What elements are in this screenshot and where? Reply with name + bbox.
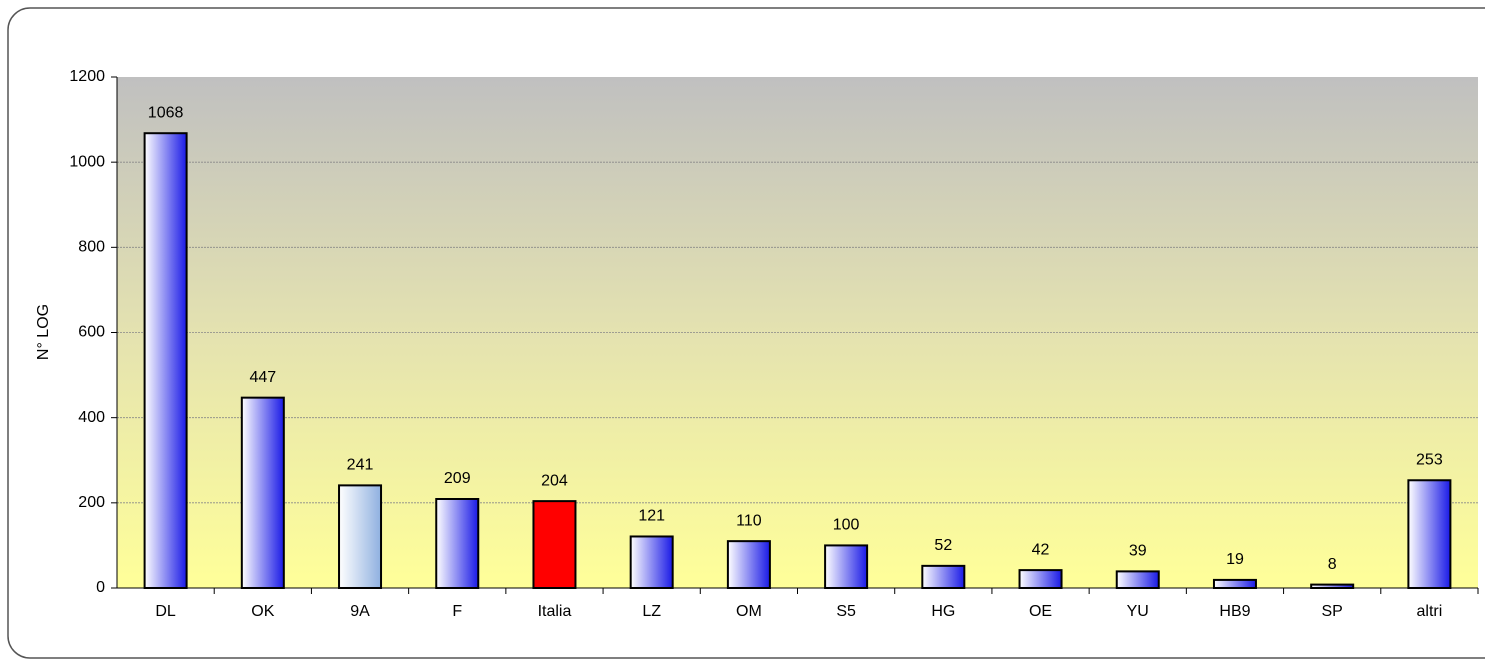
data-label: 447 xyxy=(249,369,276,386)
y-tick-label: 800 xyxy=(78,239,105,256)
data-label: 8 xyxy=(1328,556,1337,573)
y-tick-label: 1000 xyxy=(69,153,105,170)
x-tick-label: OK xyxy=(251,603,274,620)
bar xyxy=(1212,578,1257,590)
y-tick-label: 200 xyxy=(78,494,105,511)
bar xyxy=(1310,583,1355,589)
x-tick-label: Italia xyxy=(538,603,572,620)
bar xyxy=(824,544,869,590)
x-tick-label: HB9 xyxy=(1219,603,1250,620)
data-label: 121 xyxy=(638,508,665,525)
bar xyxy=(1407,479,1452,589)
bar xyxy=(240,396,285,589)
y-axis-label: N° LOG xyxy=(35,304,52,360)
x-tick-label: DL xyxy=(155,603,176,620)
bar xyxy=(726,540,771,589)
bar xyxy=(629,535,674,590)
data-label: 39 xyxy=(1129,543,1147,560)
x-tick-label: S5 xyxy=(836,603,856,620)
y-tick-label: 1200 xyxy=(69,68,105,85)
data-label: 204 xyxy=(541,472,568,489)
data-label: 42 xyxy=(1032,541,1050,558)
data-label: 100 xyxy=(833,517,860,534)
bar xyxy=(338,484,383,590)
x-tick-label: OM xyxy=(736,603,762,620)
bar xyxy=(1115,570,1160,590)
y-tick-label: 400 xyxy=(78,409,105,426)
x-tick-label: OE xyxy=(1029,603,1052,620)
bar xyxy=(532,500,577,590)
x-tick-label: HG xyxy=(931,603,955,620)
y-tick-label: 0 xyxy=(96,579,105,596)
data-label: 1068 xyxy=(148,104,184,121)
bar xyxy=(1018,569,1063,589)
x-tick-label: LZ xyxy=(642,603,661,620)
bar xyxy=(435,498,480,589)
data-label: 52 xyxy=(934,537,952,554)
data-label: 110 xyxy=(736,512,762,529)
x-tick-label: F xyxy=(452,603,462,620)
x-tick-label: SP xyxy=(1322,603,1343,620)
y-tick-label: 600 xyxy=(78,324,105,341)
bar xyxy=(143,132,188,590)
data-label: 241 xyxy=(347,457,374,474)
data-label: 19 xyxy=(1226,551,1244,568)
bar xyxy=(921,564,966,590)
x-tick-label: 9A xyxy=(350,603,370,620)
data-label: 209 xyxy=(444,470,471,487)
x-tick-label: altri xyxy=(1417,603,1443,620)
data-label: 253 xyxy=(1416,451,1443,468)
x-tick-label: YU xyxy=(1127,603,1149,620)
